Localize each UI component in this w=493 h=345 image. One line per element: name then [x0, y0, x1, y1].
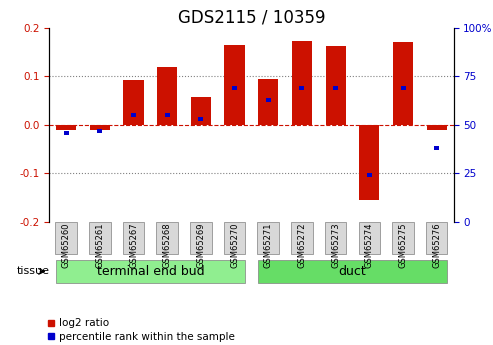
Bar [258, 79, 279, 125]
FancyBboxPatch shape [325, 222, 347, 254]
Text: GSM65261: GSM65261 [95, 223, 105, 268]
FancyBboxPatch shape [392, 222, 414, 254]
FancyBboxPatch shape [358, 222, 380, 254]
FancyBboxPatch shape [123, 222, 144, 254]
Bar [367, 174, 372, 177]
FancyBboxPatch shape [291, 222, 313, 254]
Bar [157, 68, 177, 125]
Bar [333, 86, 338, 90]
Text: GSM65275: GSM65275 [398, 223, 408, 268]
Text: GSM65271: GSM65271 [264, 223, 273, 268]
FancyBboxPatch shape [190, 222, 211, 254]
Bar [198, 117, 204, 121]
Bar [165, 113, 170, 117]
Bar [400, 86, 406, 90]
Bar [131, 113, 136, 117]
Text: GSM65272: GSM65272 [297, 223, 307, 268]
Text: GSM65269: GSM65269 [196, 223, 206, 268]
Text: GSM65273: GSM65273 [331, 223, 340, 268]
Bar [191, 97, 211, 125]
Bar [299, 86, 305, 90]
Bar [426, 125, 447, 130]
FancyBboxPatch shape [56, 260, 245, 283]
Text: duct: duct [339, 265, 366, 278]
Bar [56, 125, 76, 130]
FancyBboxPatch shape [426, 222, 448, 254]
Bar [266, 98, 271, 101]
Bar [434, 146, 439, 150]
FancyBboxPatch shape [89, 222, 110, 254]
Bar [325, 46, 346, 125]
Text: GSM65260: GSM65260 [62, 223, 70, 268]
FancyBboxPatch shape [55, 222, 77, 254]
Text: GSM65274: GSM65274 [365, 223, 374, 268]
FancyBboxPatch shape [257, 222, 279, 254]
Bar [123, 80, 143, 125]
Legend: log2 ratio, percentile rank within the sample: log2 ratio, percentile rank within the s… [46, 318, 235, 342]
Bar [393, 42, 413, 125]
Bar [232, 86, 237, 90]
Bar [90, 125, 110, 130]
Bar [64, 131, 69, 135]
FancyBboxPatch shape [258, 260, 447, 283]
Text: tissue: tissue [16, 266, 49, 276]
Title: GDS2115 / 10359: GDS2115 / 10359 [177, 8, 325, 26]
Bar [97, 129, 103, 132]
Bar [292, 41, 312, 125]
FancyBboxPatch shape [156, 222, 178, 254]
Text: terminal end bud: terminal end bud [97, 265, 204, 278]
Bar [224, 45, 245, 125]
Text: GSM65276: GSM65276 [432, 223, 441, 268]
Text: GSM65268: GSM65268 [163, 223, 172, 268]
Text: GSM65270: GSM65270 [230, 223, 239, 268]
Bar [359, 125, 380, 200]
FancyBboxPatch shape [224, 222, 246, 254]
Text: GSM65267: GSM65267 [129, 223, 138, 268]
